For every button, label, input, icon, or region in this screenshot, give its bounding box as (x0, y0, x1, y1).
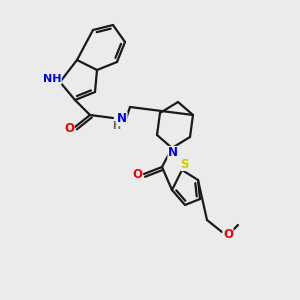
Text: O: O (64, 122, 74, 134)
Text: S: S (180, 158, 188, 170)
Text: N: N (117, 112, 127, 125)
Text: N: N (168, 146, 178, 160)
Text: O: O (223, 229, 233, 242)
Text: H: H (112, 121, 120, 131)
Text: O: O (132, 169, 142, 182)
Text: NH: NH (43, 74, 61, 84)
